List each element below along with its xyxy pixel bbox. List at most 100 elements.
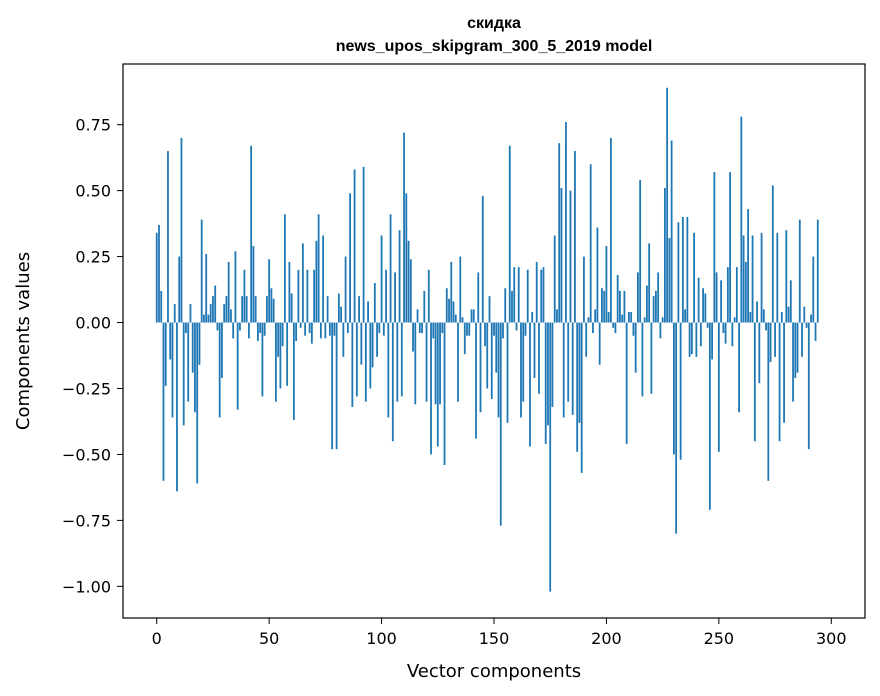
- bar: [391, 322, 394, 442]
- bar: [432, 322, 435, 339]
- bar: [776, 232, 779, 323]
- bar: [162, 322, 165, 481]
- bar: [232, 322, 235, 339]
- bar: [445, 288, 448, 323]
- bar: [767, 322, 770, 481]
- bar: [463, 322, 466, 355]
- x-tick-label: 150: [479, 629, 510, 648]
- bar: [715, 272, 718, 323]
- bar: [259, 322, 262, 334]
- bar: [439, 322, 441, 405]
- bar: [297, 269, 300, 323]
- bar: [333, 322, 336, 336]
- bar: [461, 317, 464, 323]
- bar: [189, 304, 192, 323]
- bar: [203, 314, 205, 323]
- bar: [610, 137, 612, 323]
- bar: [628, 311, 630, 323]
- bar: [457, 322, 459, 402]
- bar: [398, 230, 401, 323]
- bar: [495, 322, 498, 373]
- bar: [155, 232, 158, 323]
- bar: [796, 322, 799, 373]
- bar: [263, 322, 266, 336]
- bar: [619, 290, 621, 323]
- bar: [810, 314, 812, 323]
- bar: [666, 87, 669, 323]
- bar: [486, 322, 489, 389]
- bar: [592, 322, 594, 334]
- bar: [196, 322, 199, 484]
- bar: [605, 246, 608, 323]
- bar: [744, 261, 747, 323]
- bar: [801, 322, 803, 357]
- y-tick-label: −0.25: [62, 379, 111, 398]
- bar: [601, 288, 603, 323]
- bar: [452, 301, 455, 323]
- bar: [742, 235, 745, 323]
- bar: [722, 322, 725, 334]
- bar: [740, 116, 743, 323]
- bar: [637, 272, 639, 323]
- bar: [614, 322, 617, 334]
- bar: [418, 322, 421, 334]
- bar: [717, 322, 720, 452]
- bar: [310, 322, 313, 344]
- bar: [443, 322, 446, 465]
- bar: [621, 314, 624, 323]
- bar: [677, 222, 680, 323]
- bar: [814, 322, 817, 341]
- bar: [751, 235, 754, 323]
- bar: [574, 151, 576, 323]
- bar: [209, 304, 212, 323]
- bar: [385, 269, 387, 323]
- bar: [328, 322, 331, 336]
- y-tick-label: 0.50: [75, 182, 111, 201]
- bar: [488, 296, 491, 323]
- bar: [585, 322, 588, 357]
- bar: [448, 298, 450, 323]
- bar: [762, 309, 765, 323]
- bar: [479, 322, 482, 413]
- bar: [533, 322, 536, 378]
- bar: [252, 246, 255, 323]
- bar: [571, 322, 574, 415]
- bar: [675, 322, 678, 534]
- bar: [403, 132, 405, 323]
- bar: [484, 322, 486, 347]
- bar: [430, 322, 432, 455]
- plot-frame: [122, 63, 866, 619]
- bar: [756, 301, 758, 323]
- bar: [254, 296, 257, 323]
- bar: [544, 322, 547, 444]
- bar: [650, 322, 653, 394]
- bar: [551, 322, 554, 407]
- bar: [326, 296, 329, 323]
- bar: [250, 145, 253, 323]
- bar: [520, 322, 522, 418]
- bar: [699, 322, 702, 347]
- bar: [319, 322, 322, 339]
- bar: [218, 322, 221, 418]
- bar: [511, 290, 513, 323]
- bar: [686, 217, 689, 323]
- bar: [668, 238, 671, 323]
- bar: [708, 322, 711, 510]
- bar: [684, 309, 687, 323]
- bar: [441, 322, 444, 334]
- bar: [760, 232, 763, 323]
- bar: [475, 322, 477, 439]
- bar: [798, 219, 801, 323]
- bar-series: [155, 87, 819, 592]
- bar: [239, 322, 241, 331]
- bar: [670, 140, 673, 323]
- bar: [416, 309, 419, 323]
- bar: [212, 296, 214, 323]
- bar: [185, 322, 187, 334]
- x-tick-label: 0: [152, 629, 162, 648]
- bar: [360, 322, 363, 365]
- x-tick-label: 250: [704, 629, 735, 648]
- chart-subtitle: news_upos_skipgram_300_5_2019 model: [336, 38, 653, 55]
- bar: [648, 243, 651, 323]
